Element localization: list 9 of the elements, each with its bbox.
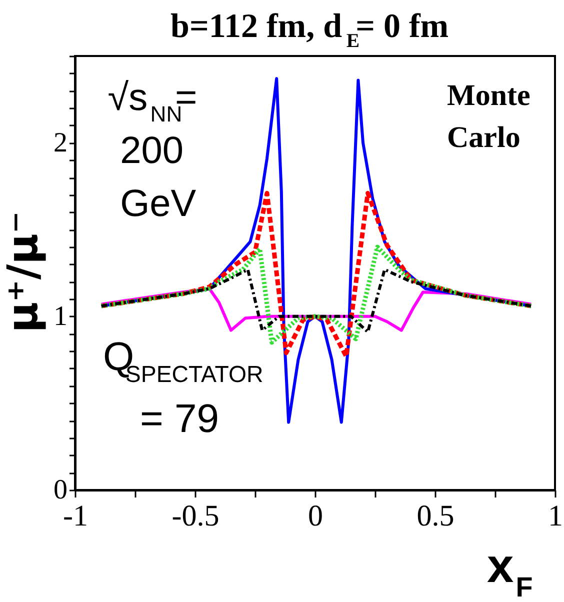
y-tick-label: 2 [54, 127, 68, 158]
line-series [100, 268, 532, 334]
x-tick-label: 0.5 [416, 500, 454, 532]
x-tick-label: -0.5 [172, 500, 220, 532]
x-tick-label: 0 [308, 500, 323, 532]
y-tick-label: 1 [54, 300, 68, 332]
annotation: Monte Carlo [447, 79, 530, 154]
x-tick-label: 1 [548, 500, 563, 532]
y-axis-title: μ⁺/μ⁻ [0, 211, 47, 333]
